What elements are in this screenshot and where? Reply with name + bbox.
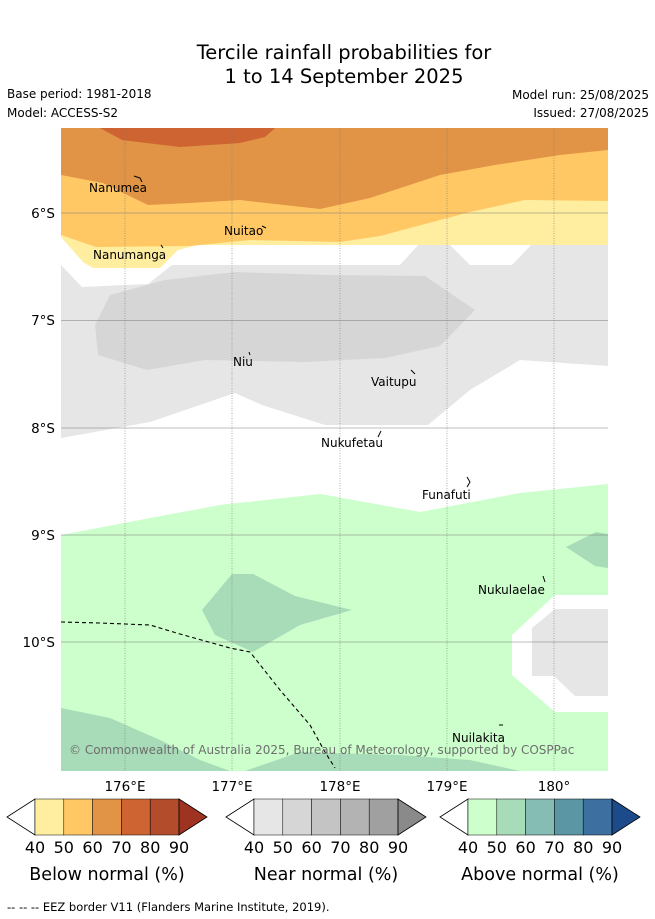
- place-label-nanumea: Nanumea: [89, 181, 147, 195]
- lon-label-176e: 176°E: [104, 779, 145, 795]
- latitude-labels: 6°S 7°S 8°S 9°S 10°S: [23, 206, 56, 651]
- below-normal-tick-label: 40: [25, 838, 45, 857]
- above-normal-50-east: [566, 532, 608, 568]
- near-normal-tick-label: 90: [388, 838, 408, 857]
- below-normal-segment: [34, 798, 65, 836]
- above-normal-lower-extension: [439, 798, 469, 836]
- near-normal-segment: [253, 798, 284, 836]
- lat-label-7s: 7°S: [31, 313, 55, 329]
- vaitupu-island: [410, 369, 416, 375]
- near-normal-tick-label: 50: [273, 838, 293, 857]
- near-normal-50-region: [95, 272, 475, 370]
- lon-label-177e: 177°E: [211, 779, 252, 795]
- above-normal-segment: [467, 798, 498, 836]
- near-normal-tick-label: 70: [330, 838, 350, 857]
- below-normal-tick-label: 50: [54, 838, 74, 857]
- above-normal-tick-label: 80: [573, 838, 593, 857]
- above-normal-tick-label: 90: [602, 838, 622, 857]
- near-normal-tick-label: 60: [301, 838, 321, 857]
- below-normal-tick-label: 60: [82, 838, 102, 857]
- near-normal-segment: [282, 798, 312, 836]
- above-normal-colorbar-title: Above normal (%): [461, 865, 619, 885]
- lat-label-10s: 10°S: [23, 635, 56, 651]
- footer-eez-note: -- -- -- EEZ border V11 (Flanders Marine…: [7, 900, 330, 914]
- below-normal-lower-extension: [6, 798, 36, 836]
- niu-island: [248, 351, 251, 356]
- above-normal-50-central: [202, 574, 352, 652]
- below-normal-70-region: [100, 128, 275, 147]
- lon-label-179e: 179°E: [426, 779, 467, 795]
- near-normal-tick-label: 40: [244, 838, 264, 857]
- place-label-nukulaelae: Nukulaelae: [478, 583, 545, 597]
- place-label-nanumanga: Nanumanga: [93, 248, 166, 262]
- nukufetau-island: [377, 430, 382, 438]
- place-label-nukufetau: Nukufetau: [321, 436, 383, 450]
- nanumanga-island: [160, 244, 164, 249]
- below-normal-segment: [149, 798, 180, 836]
- near-normal-colorbar-title: Near normal (%): [254, 865, 399, 885]
- below-normal-60-region: [61, 128, 608, 209]
- above-normal-segment: [496, 798, 526, 836]
- place-label-funafuti: Funafuti: [422, 488, 471, 502]
- place-label-nuilakita: Nuilakita: [452, 731, 505, 745]
- longitude-labels: 176°E 177°E 178°E 179°E 180°: [104, 779, 570, 795]
- lat-label-6s: 6°S: [31, 206, 55, 222]
- near-normal-tick-label: 80: [359, 838, 379, 857]
- below-normal-tick-label: 80: [140, 838, 160, 857]
- lat-label-8s: 8°S: [31, 421, 55, 437]
- above-normal-tick-label: 40: [458, 838, 478, 857]
- nanumea-island: [133, 175, 143, 183]
- nukulaelae-island: [542, 575, 546, 583]
- issued-date: Issued: 27/08/2025: [533, 106, 649, 120]
- near-normal-lower-extension: [225, 798, 255, 836]
- below-normal-colorbar-title: Below normal (%): [29, 865, 184, 885]
- above-normal-50-south: [245, 752, 520, 771]
- funafuti-island: [466, 476, 471, 488]
- below-normal-segment: [92, 798, 122, 836]
- eez-border: [60, 621, 336, 769]
- below-normal-segment: [121, 798, 151, 836]
- base-period: Base period: 1981-2018: [7, 87, 152, 101]
- above-normal-segment: [525, 798, 555, 836]
- above-normal-segment: [582, 798, 613, 836]
- place-labels: Nanumea Nuitao Nanumanga Niu Vaitupu Nuk…: [89, 181, 545, 745]
- place-label-vaitupu: Vaitupu: [371, 375, 417, 389]
- near-normal-south-east: [532, 609, 608, 696]
- islands: [133, 175, 546, 726]
- near-normal-segment: [340, 798, 370, 836]
- title-line-1: Tercile rainfall probabilities for: [196, 41, 492, 64]
- model-run: Model run: 25/08/2025: [511, 88, 649, 102]
- colorbars: 40 50 60 70 80 90 Below normal (%) 40 50 60 70 80 90…: [6, 798, 641, 885]
- near-normal-upper-extension: [397, 798, 427, 836]
- probability-fields: [61, 128, 608, 771]
- below-normal-colorbar: 40 50 60 70 80 90 Below normal (%): [6, 798, 208, 885]
- above-normal-tick-label: 50: [487, 838, 507, 857]
- near-normal-segment: [368, 798, 399, 836]
- above-normal-segment: [554, 798, 584, 836]
- below-normal-tick-label: 90: [169, 838, 189, 857]
- lon-label-178e: 178°E: [319, 779, 360, 795]
- above-normal-upper-extension: [611, 798, 641, 836]
- lon-label-180: 180°: [538, 779, 571, 795]
- above-normal-tick-label: 60: [515, 838, 535, 857]
- title-line-2: 1 to 14 September 2025: [224, 65, 464, 88]
- below-normal-tick-label: 70: [111, 838, 131, 857]
- below-normal-upper-extension: [178, 798, 208, 836]
- place-label-niu: Niu: [233, 355, 253, 369]
- near-normal-segment: [311, 798, 341, 836]
- lat-label-9s: 9°S: [31, 528, 55, 544]
- below-normal-segment: [63, 798, 93, 836]
- nuitao-island: [261, 225, 267, 229]
- grid-lines: [61, 128, 608, 771]
- place-label-nuitao: Nuitao: [224, 224, 263, 238]
- above-normal-tick-label: 70: [544, 838, 564, 857]
- near-normal-colorbar: 40 50 60 70 80 90 Near normal (%): [225, 798, 427, 885]
- model-name: Model: ACCESS-S2: [7, 106, 119, 120]
- copyright-notice: © Commonwealth of Australia 2025, Bureau…: [69, 743, 574, 757]
- above-normal-50-south-west: [61, 708, 230, 771]
- above-normal-colorbar: 40 50 60 70 80 90 Above normal (%): [439, 798, 641, 885]
